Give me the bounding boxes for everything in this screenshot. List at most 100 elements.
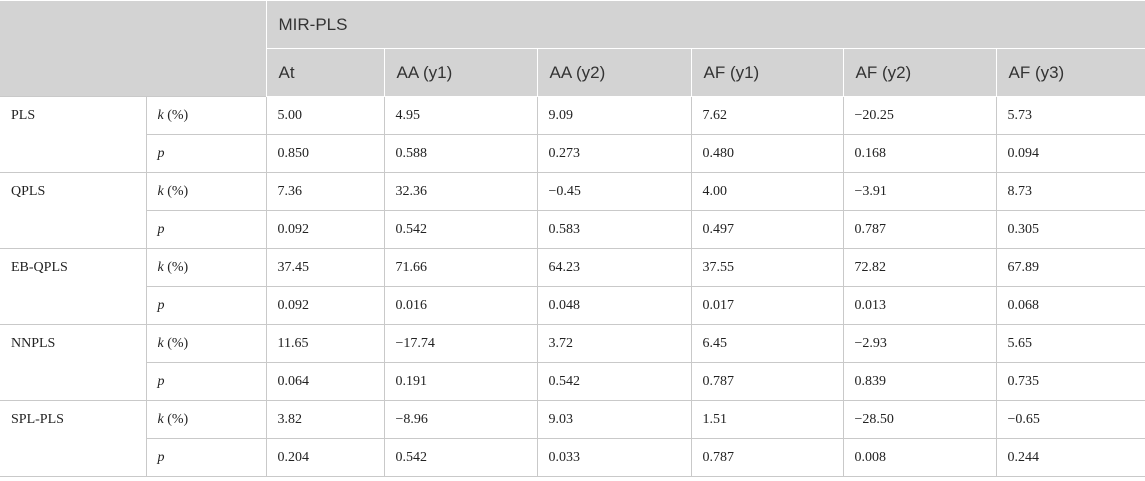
p-value-cell: 0.094 — [995, 134, 1145, 173]
table-body: PLS k (%) 5.00 4.95 9.09 7.62 −20.25 5.73 p 0.850… — [0, 96, 1145, 477]
k-value-cell: 11.65 — [265, 324, 385, 363]
p-value-cell: 0.092 — [265, 210, 385, 249]
p-value-cell: 0.542 — [383, 210, 538, 249]
p-value-cell: 0.068 — [995, 286, 1145, 325]
column-header-at: At — [265, 48, 385, 97]
table-header: MIR-PLS At AA (y1) AA (y2) AF (y1) AF (y… — [0, 0, 1145, 97]
p-value-cell: 0.017 — [690, 286, 844, 325]
p-value-cell: 0.735 — [995, 362, 1145, 401]
k-symbol: k — [157, 411, 164, 427]
p-value-cell: 0.787 — [690, 362, 844, 401]
k-unit: (%) — [163, 335, 189, 351]
p-value-cell: 0.013 — [842, 286, 997, 325]
table-row: p 0.092 0.016 0.048 0.017 0.013 0.068 — [0, 286, 1145, 325]
p-value-cell: 0.542 — [536, 362, 692, 401]
k-value-cell: −3.91 — [842, 172, 997, 211]
model-name-cell: PLS — [0, 96, 147, 173]
table-row: PLS k (%) 5.00 4.95 9.09 7.62 −20.25 5.73 — [0, 96, 1145, 173]
model-name-cell: SPL-PLS — [0, 400, 147, 477]
k-unit: (%) — [163, 183, 189, 199]
stat-label-k: k (%) — [145, 172, 267, 211]
column-header-aa-y2: AA (y2) — [536, 48, 692, 97]
p-symbol: p — [157, 145, 165, 161]
k-symbol: k — [157, 259, 164, 275]
table-row: p 0.850 0.588 0.273 0.480 0.168 0.094 — [0, 134, 1145, 173]
column-header-af-y2: AF (y2) — [842, 48, 997, 97]
p-value-cell: 0.839 — [842, 362, 997, 401]
stat-label-p: p — [146, 362, 267, 401]
p-value-cell: 0.016 — [383, 286, 538, 325]
k-value-cell: 4.95 — [383, 96, 538, 135]
k-value-cell: 5.73 — [995, 96, 1145, 135]
p-value-cell: 0.064 — [265, 362, 385, 401]
p-value-cell: 0.048 — [536, 286, 692, 325]
stat-label-p: p — [146, 134, 267, 173]
k-unit: (%) — [163, 259, 189, 275]
p-value-cell: 0.092 — [265, 286, 385, 325]
k-value-cell: 64.23 — [536, 248, 692, 287]
p-value-cell: 0.168 — [842, 134, 997, 173]
p-value-cell: 0.787 — [690, 438, 844, 477]
p-value-cell: 0.008 — [842, 438, 997, 477]
k-symbol: k — [157, 335, 164, 351]
p-value-cell: 0.850 — [265, 134, 385, 173]
k-value-cell: 3.72 — [536, 324, 692, 363]
column-header-af-y3: AF (y3) — [995, 48, 1145, 97]
table-row: p 0.092 0.542 0.583 0.497 0.787 0.305 — [0, 210, 1145, 249]
k-value-cell: 67.89 — [995, 248, 1145, 287]
k-value-cell: −0.45 — [536, 172, 692, 211]
k-value-cell: 72.82 — [842, 248, 997, 287]
model-name-cell: NNPLS — [0, 324, 147, 401]
k-symbol: k — [157, 183, 164, 199]
k-value-cell: 4.00 — [690, 172, 844, 211]
p-value-cell: 0.273 — [536, 134, 692, 173]
stat-label-p: p — [146, 210, 267, 249]
k-value-cell: 32.36 — [383, 172, 538, 211]
p-value-cell: 0.583 — [536, 210, 692, 249]
k-value-cell: 5.00 — [265, 96, 385, 135]
p-value-cell: 0.191 — [383, 362, 538, 401]
table-row: EB-QPLS k (%) 37.45 71.66 64.23 37.55 72.82 67.… — [0, 248, 1145, 325]
table-row: p 0.064 0.191 0.542 0.787 0.839 0.735 — [0, 362, 1145, 401]
p-value-cell: 0.305 — [995, 210, 1145, 249]
p-symbol: p — [157, 449, 165, 465]
k-value-cell: 5.65 — [995, 324, 1145, 363]
p-value-cell: 0.204 — [265, 438, 385, 477]
k-value-cell: −28.50 — [842, 400, 997, 439]
k-value-cell: 3.82 — [265, 400, 385, 439]
stat-label-p: p — [146, 286, 267, 325]
model-name-cell: EB-QPLS — [0, 248, 147, 325]
k-value-cell: −8.96 — [383, 400, 538, 439]
p-value-cell: 0.588 — [383, 134, 538, 173]
k-value-cell: 9.03 — [536, 400, 692, 439]
k-value-cell: 9.09 — [536, 96, 692, 135]
model-name-cell: QPLS — [0, 172, 147, 249]
p-symbol: p — [157, 373, 165, 389]
column-header-aa-y1: AA (y1) — [383, 48, 538, 97]
p-value-cell: 0.244 — [995, 438, 1145, 477]
p-symbol: p — [157, 221, 165, 237]
k-value-cell: −0.65 — [995, 400, 1145, 439]
p-value-cell: 0.033 — [536, 438, 692, 477]
k-value-cell: −2.93 — [842, 324, 997, 363]
k-unit: (%) — [163, 107, 189, 123]
stat-label-p: p — [146, 438, 267, 477]
k-value-cell: 7.36 — [265, 172, 385, 211]
k-value-cell: 6.45 — [690, 324, 844, 363]
stat-label-k: k (%) — [145, 96, 267, 135]
k-value-cell: 7.62 — [690, 96, 844, 135]
k-value-cell: 71.66 — [383, 248, 538, 287]
table-row: SPL-PLS k (%) 3.82 −8.96 9.03 1.51 −28.50 −0.65 — [0, 400, 1145, 477]
k-value-cell: 37.55 — [690, 248, 844, 287]
p-value-cell: 0.480 — [690, 134, 844, 173]
header-blank-cell — [0, 0, 266, 97]
stat-label-k: k (%) — [145, 248, 267, 287]
k-value-cell: 8.73 — [995, 172, 1145, 211]
table-row: QPLS k (%) 7.36 32.36 −0.45 4.00 −3.91 8.73 — [0, 172, 1145, 249]
k-value-cell: 37.45 — [265, 248, 385, 287]
stat-label-k: k (%) — [145, 400, 267, 439]
table-row: NNPLS k (%) 11.65 −17.74 3.72 6.45 −2.93 5.65 — [0, 324, 1145, 401]
table-row: p 0.204 0.542 0.033 0.787 0.008 0.244 — [0, 438, 1145, 477]
k-value-cell: −17.74 — [383, 324, 538, 363]
